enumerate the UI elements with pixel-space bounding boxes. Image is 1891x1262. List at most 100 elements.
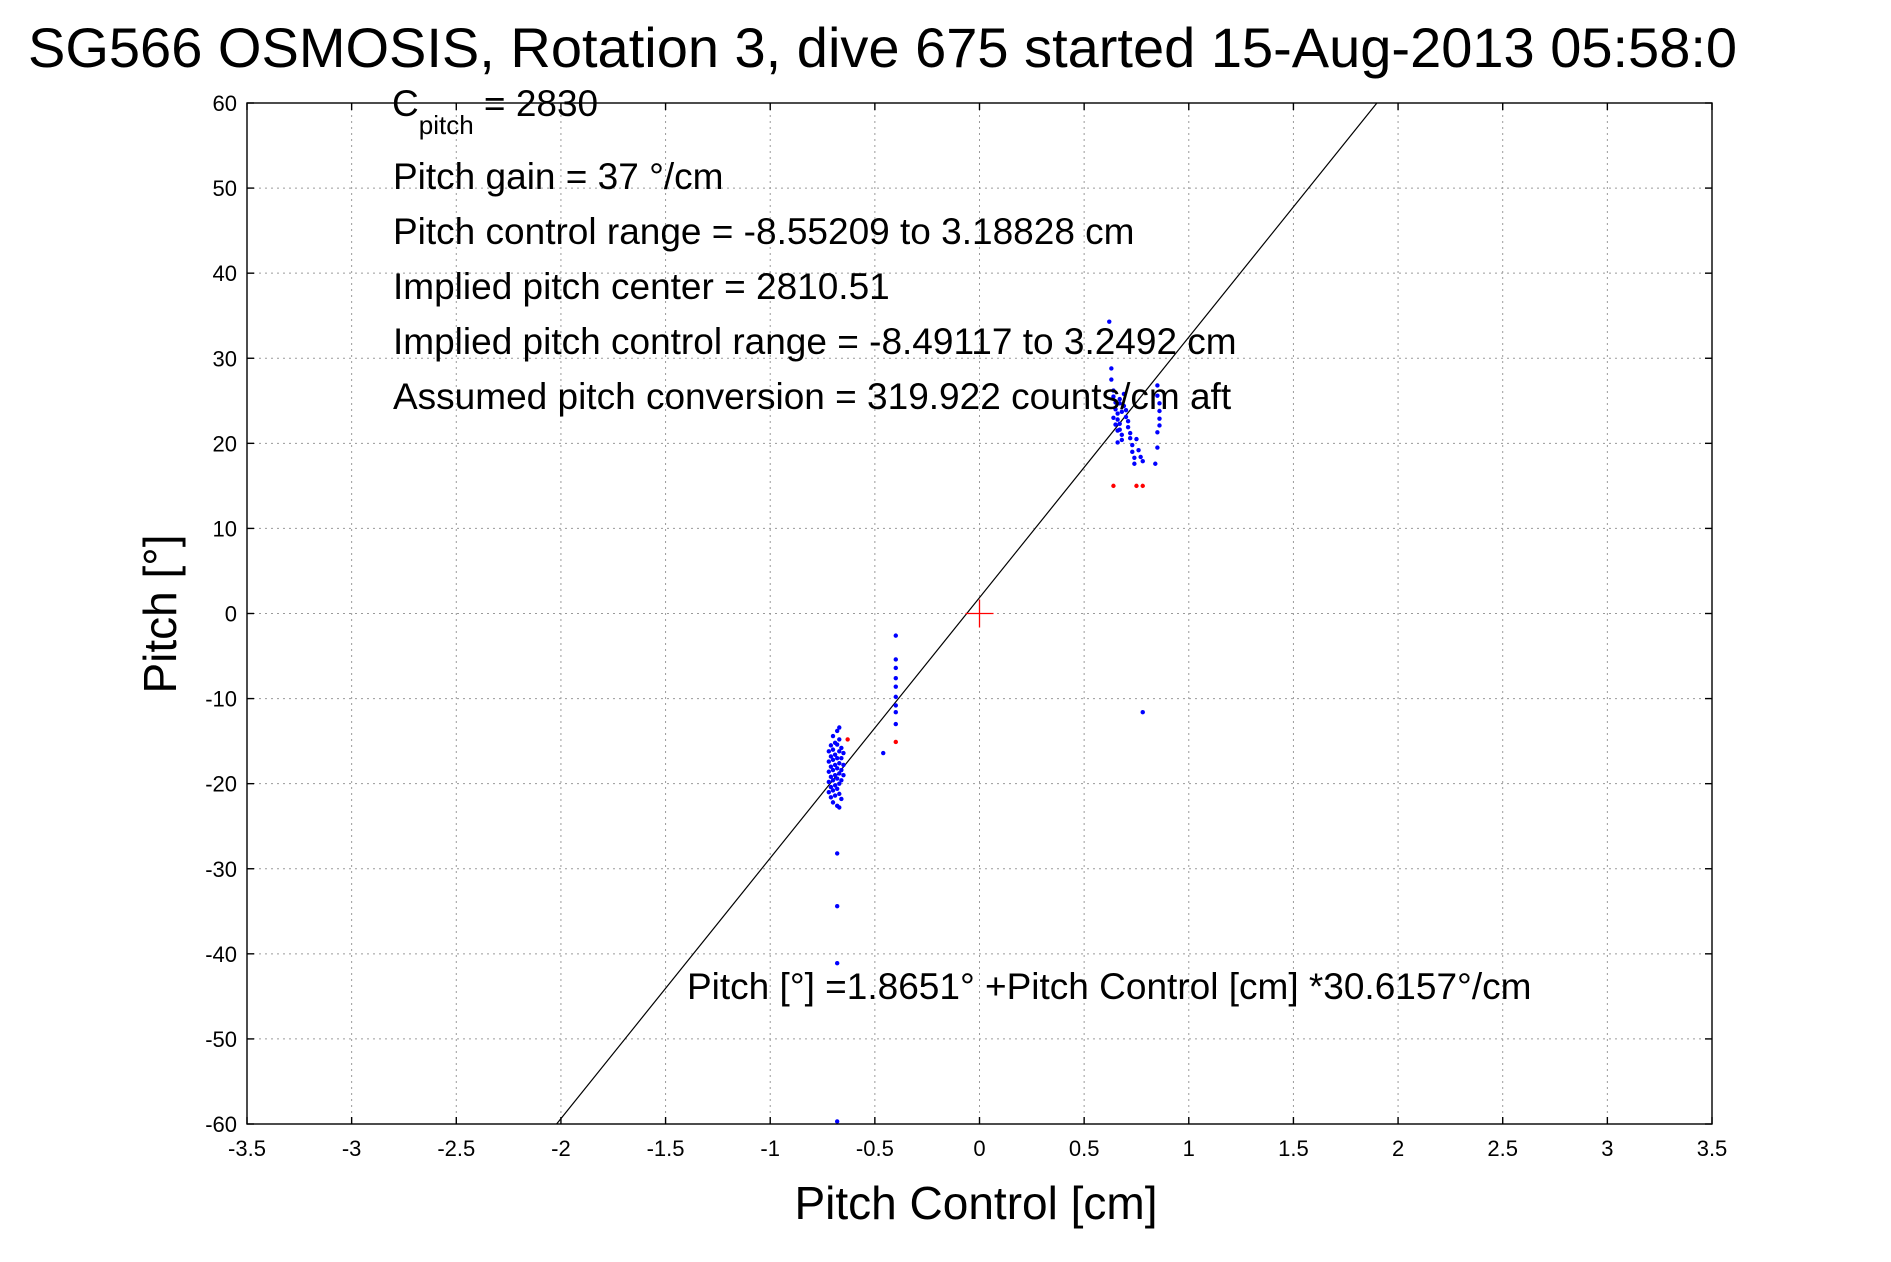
data-point (1119, 437, 1125, 443)
data-point (841, 772, 846, 778)
data-point (1115, 428, 1120, 433)
data-point (893, 657, 898, 662)
data-point (832, 762, 838, 768)
fit-equation-annotation: Pitch [°] =1.8651° +Pitch Control [cm] *… (687, 966, 1531, 1007)
data-point (893, 633, 898, 638)
data-point (834, 766, 840, 771)
data-point (830, 757, 836, 763)
data-point (1140, 459, 1145, 464)
data-point (837, 771, 842, 776)
data-point (1111, 394, 1116, 399)
data-point (893, 721, 898, 727)
data-point (826, 779, 832, 785)
data-point (828, 754, 834, 759)
data-point (1155, 430, 1160, 435)
y-tick-label: 0 (225, 602, 237, 627)
data-point (1125, 419, 1131, 424)
y-tick-label: 10 (213, 516, 237, 541)
data-point (1113, 407, 1118, 412)
control-range-annotation: Pitch control range = -8.55209 to 3.1882… (393, 211, 1135, 252)
data-point (1127, 436, 1133, 441)
y-tick-label: 20 (213, 431, 237, 456)
data-point (1134, 483, 1139, 489)
data-point (830, 747, 836, 752)
data-point (839, 745, 844, 751)
data-point (1140, 483, 1145, 489)
data-point (1127, 430, 1133, 436)
x-tick-label: 0.5 (1069, 1136, 1100, 1161)
data-point (830, 778, 836, 783)
y-tick-label: 30 (213, 346, 237, 371)
data-point (881, 750, 886, 756)
x-tick-label: 3.5 (1697, 1136, 1728, 1161)
data-point (1121, 403, 1127, 409)
data-point (828, 795, 834, 800)
data-point (893, 675, 898, 681)
data-point (839, 767, 844, 773)
y-tick-label: -40 (205, 942, 237, 967)
data-point (893, 694, 898, 700)
y-tick-label: 40 (213, 261, 237, 286)
data-point (1140, 709, 1145, 715)
annotation-block: Cpitch = 2830 Pitch gain = 37 °/cm Pitch… (392, 83, 1531, 1007)
data-point (893, 703, 898, 708)
x-tick-label: -0.5 (856, 1136, 894, 1161)
data-point (1111, 388, 1116, 393)
data-point (1125, 424, 1131, 430)
data-point (1113, 422, 1118, 427)
y-axis-label: Pitch [°] (134, 534, 186, 693)
data-point (1130, 442, 1135, 448)
data-point (839, 755, 844, 761)
y-tick-label: -10 (205, 687, 237, 712)
cpitch-annotation: Cpitch = 2830 (392, 83, 598, 140)
data-point (1123, 414, 1129, 420)
data-point (893, 665, 898, 671)
data-point (830, 767, 836, 773)
x-tick-label: -2.5 (437, 1136, 475, 1161)
y-tick-label: -50 (205, 1027, 237, 1052)
x-tick-label: 2.5 (1487, 1136, 1518, 1161)
data-point (893, 684, 898, 689)
y-tick-label: -20 (205, 772, 237, 797)
data-point (837, 781, 842, 786)
data-point (839, 778, 844, 783)
data-point (1157, 423, 1162, 428)
data-point (1155, 393, 1160, 398)
data-point (830, 788, 836, 793)
data-point (839, 796, 844, 802)
data-point (1119, 432, 1125, 438)
data-point (893, 709, 898, 715)
data-point (834, 742, 840, 747)
chart-title: SG566 OSMOSIS, Rotation 3, dive 675 star… (28, 16, 1737, 79)
data-point (1109, 366, 1114, 371)
data-point (837, 761, 842, 766)
assumed-conversion-annotation: Assumed pitch conversion = 319.922 count… (393, 376, 1232, 417)
data-point (1115, 411, 1120, 416)
y-tick-label: -30 (205, 857, 237, 882)
data-point (841, 750, 846, 756)
data-point (1115, 440, 1120, 445)
data-point (828, 784, 834, 790)
x-tick-label: 1 (1183, 1136, 1195, 1161)
data-point (828, 764, 834, 769)
data-point (1107, 319, 1112, 324)
data-point (837, 737, 842, 742)
data-point (834, 1119, 840, 1124)
data-point (1130, 449, 1135, 455)
implied-range-annotation: Implied pitch control range = -8.49117 t… (393, 321, 1237, 362)
data-point (828, 743, 834, 748)
pitch-gain-annotation: Pitch gain = 37 °/cm (393, 156, 724, 197)
data-point (1155, 445, 1160, 450)
data-point (832, 793, 838, 798)
x-tick-label: 2 (1392, 1136, 1404, 1161)
data-point (1157, 416, 1162, 421)
data-point (1109, 377, 1114, 382)
data-point (1132, 461, 1137, 466)
data-point (834, 755, 840, 761)
data-point (830, 733, 836, 739)
data-point (1136, 447, 1141, 453)
y-tick-label: 60 (213, 91, 237, 116)
data-point (826, 789, 832, 795)
data-point (837, 805, 842, 810)
data-point (893, 739, 898, 745)
